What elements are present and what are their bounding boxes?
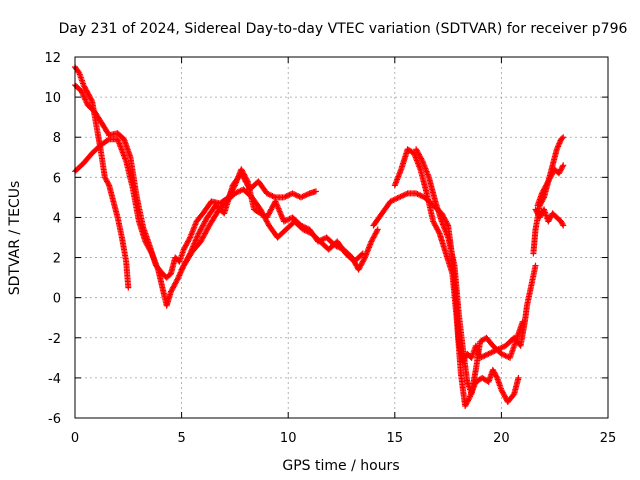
x-tick-label: 5 [177, 431, 185, 446]
data-point [532, 262, 539, 269]
data-point [361, 255, 368, 262]
y-tick-label: 10 [44, 91, 61, 106]
data-point [105, 181, 112, 188]
data-point [374, 227, 381, 234]
x-tick-label: 25 [600, 431, 617, 446]
data-point [465, 396, 472, 403]
data-point [515, 374, 522, 381]
data-point [493, 373, 500, 380]
x-tick-label: 0 [71, 431, 79, 446]
data-point [312, 188, 319, 195]
data-point [560, 162, 567, 169]
y-tick-label: 6 [53, 171, 61, 186]
data-point [186, 235, 193, 242]
y-tick-label: -4 [48, 372, 61, 387]
data-point [435, 229, 442, 236]
y-tick-label: -6 [48, 412, 61, 427]
grid-lines [75, 57, 608, 418]
chart-title: Day 231 of 2024, Sidereal Day-to-day VTE… [59, 21, 628, 37]
data-point [560, 222, 567, 229]
data-points [72, 64, 567, 409]
data-point [88, 96, 95, 103]
y-axis-label: SDTVAR / TECUs [7, 181, 23, 296]
data-point [519, 318, 526, 325]
data-point [173, 277, 180, 284]
x-tick-label: 15 [387, 431, 404, 446]
data-point [418, 156, 425, 163]
data-point [374, 226, 381, 233]
data-point [125, 284, 132, 291]
y-tick-label: -2 [48, 332, 61, 347]
y-tick-label: 0 [53, 292, 61, 307]
data-point [104, 137, 111, 144]
data-point [359, 250, 366, 257]
data-point [186, 251, 193, 258]
data-point [510, 392, 517, 399]
data-point [560, 134, 567, 141]
data-point [358, 251, 365, 258]
plot-frame [74, 56, 609, 419]
data-point [559, 221, 566, 228]
x-tick-label: 10 [280, 431, 297, 446]
data-point [559, 163, 566, 170]
data-point [559, 135, 566, 142]
y-tick-label: 12 [44, 51, 61, 66]
x-axis-label: GPS time / hours [282, 458, 399, 474]
data-point [75, 68, 82, 75]
y-ticks: -6 -4 -2 0 2 4 6 8 10 12 [44, 51, 608, 427]
data-point [148, 249, 155, 256]
x-tick-label: 20 [493, 431, 510, 446]
y-tick-label: 4 [53, 211, 61, 226]
y-tick-label: 2 [53, 252, 61, 267]
y-tick-label: 8 [53, 131, 61, 146]
